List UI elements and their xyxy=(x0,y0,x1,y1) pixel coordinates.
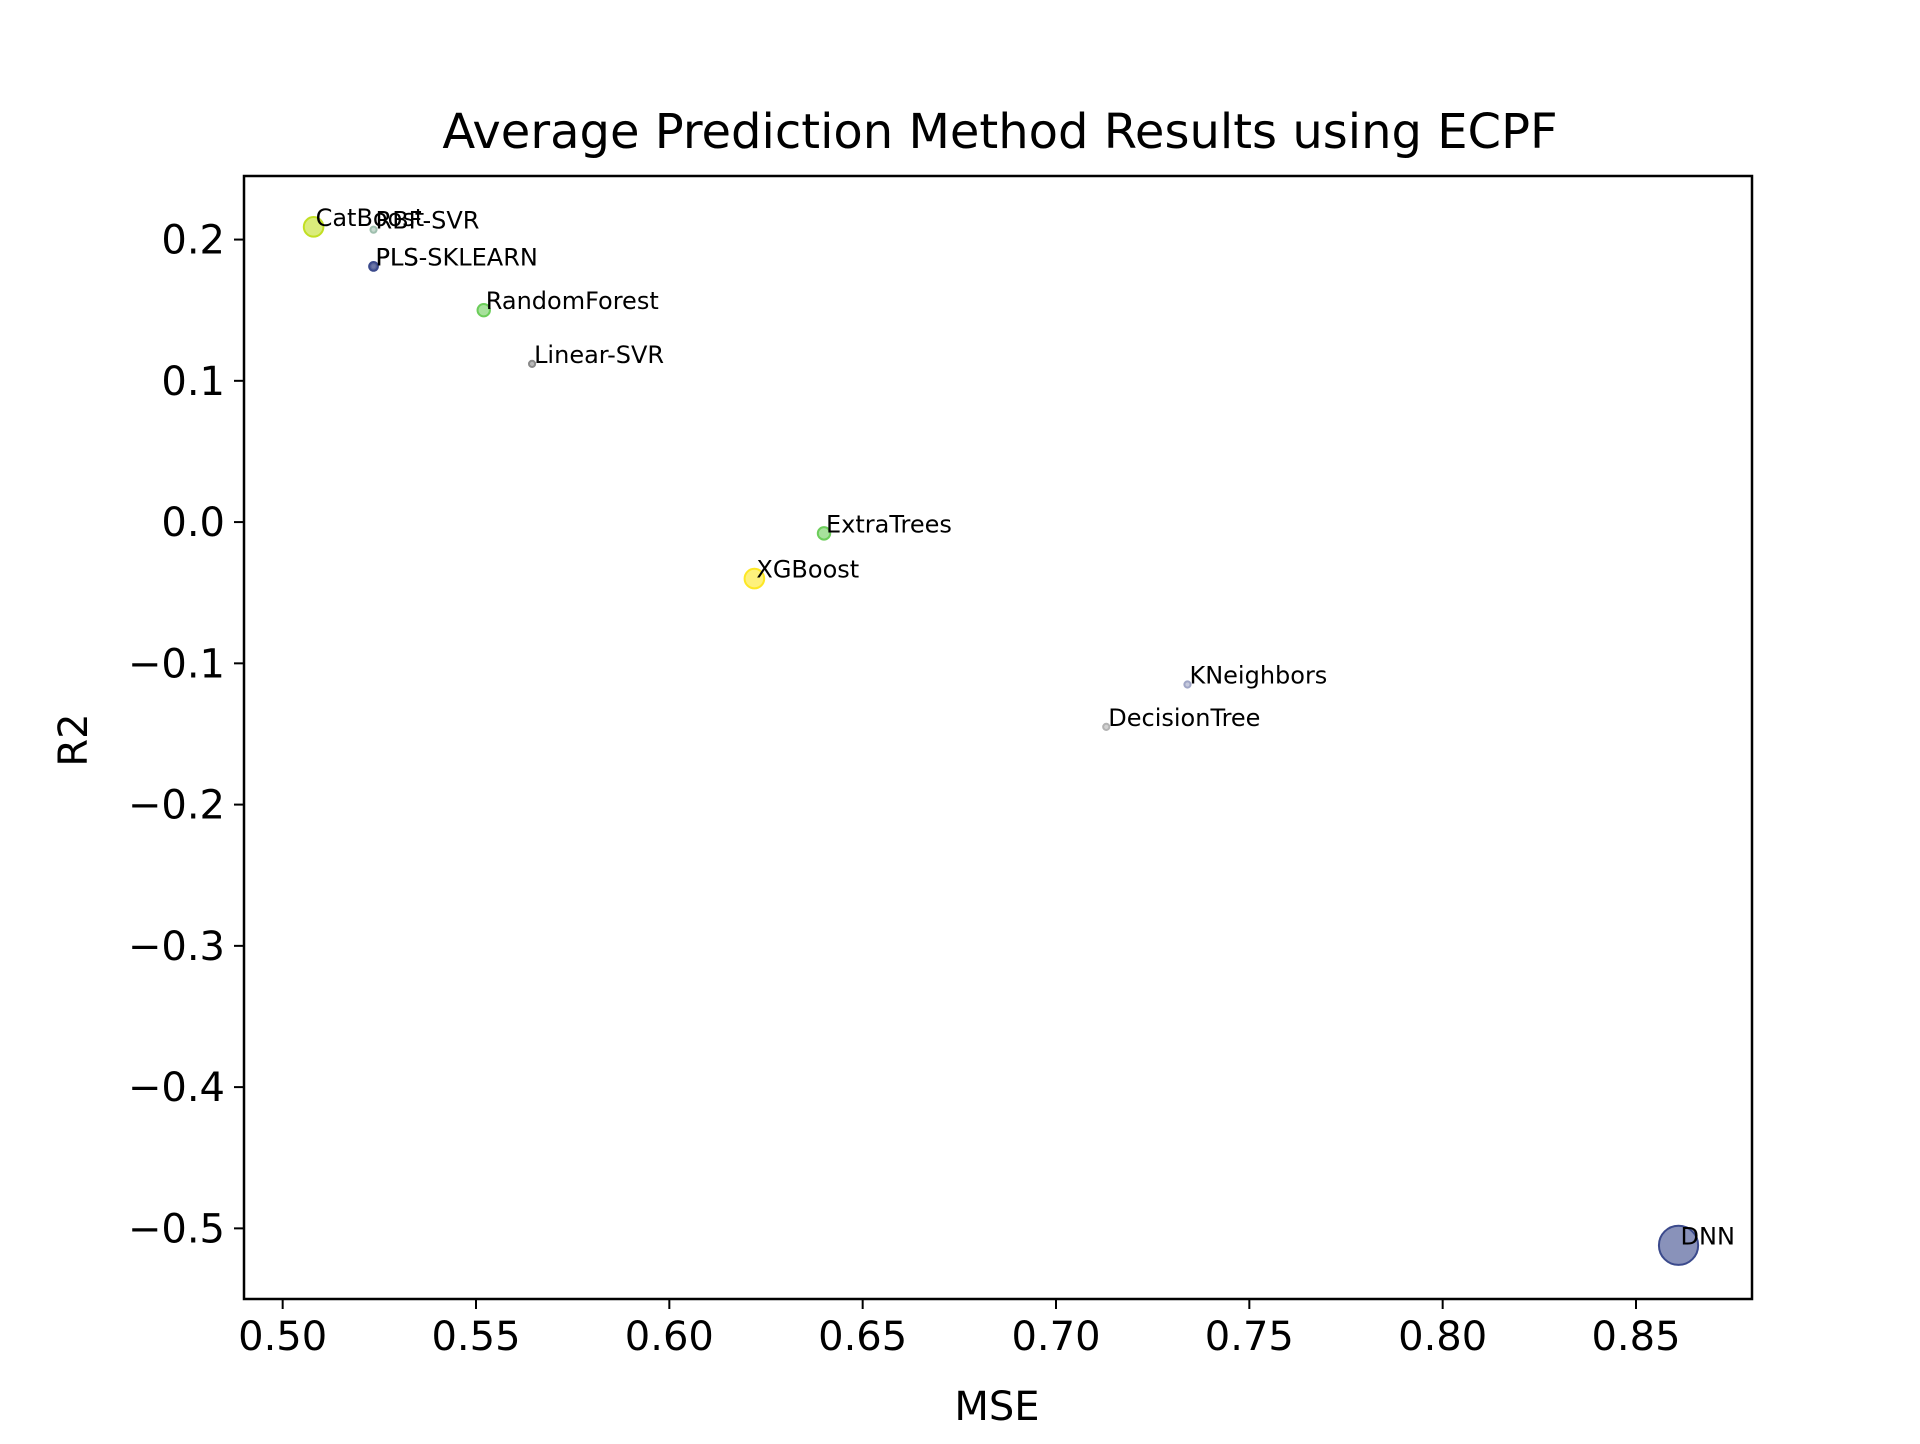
data-point xyxy=(369,225,378,234)
y-tick-label: 0.2 xyxy=(161,218,225,264)
data-point-label: RBF-SVR xyxy=(376,207,480,235)
y-tick-label: −0.1 xyxy=(128,641,225,687)
data-point-label: CatBoost xyxy=(316,204,425,232)
x-axis-ticks: 0.50 0.55 0.60 0.65 0.70 0.75 0.80 0.85 xyxy=(238,1299,1681,1360)
data-point xyxy=(1102,722,1111,732)
data-point-label: XGBoost xyxy=(756,556,859,584)
x-axis-label: MSE xyxy=(954,1384,1039,1430)
data-point xyxy=(476,302,491,318)
data-point-label: PLS xyxy=(376,243,419,271)
y-axis-label: R2 xyxy=(51,713,97,766)
y-tick-label: −0.2 xyxy=(128,783,225,829)
x-tick-label: 0.55 xyxy=(431,1314,520,1360)
data-point xyxy=(743,567,766,590)
y-tick-label: −0.3 xyxy=(128,924,225,970)
data-point-label: DecisionTree xyxy=(1108,704,1260,732)
x-tick-label: 0.75 xyxy=(1205,1314,1294,1360)
x-tick-label: 0.85 xyxy=(1591,1314,1680,1360)
data-point xyxy=(302,216,325,238)
data-point-label: KNeighbors xyxy=(1189,662,1327,690)
y-tick-label: −0.4 xyxy=(128,1065,225,1111)
chart-title: Average Prediction Method Results using … xyxy=(442,104,1557,160)
data-point-label: DNN xyxy=(1681,1222,1735,1250)
data-point xyxy=(1183,680,1192,689)
y-tick-label: 0.0 xyxy=(161,500,225,546)
data-point-label: Linear-SVR xyxy=(534,341,664,369)
x-tick-label: 0.50 xyxy=(238,1314,327,1360)
data-point-label: RandomForest xyxy=(486,287,659,315)
y-axis-ticks: 0.2 0.1 0.0 −0.1 −0.2 −0.3 −0.4 −0.5 xyxy=(128,218,244,1252)
data-point xyxy=(527,359,537,368)
y-tick-label: −0.5 xyxy=(128,1206,225,1252)
x-tick-label: 0.65 xyxy=(818,1314,907,1360)
x-tick-label: 0.70 xyxy=(1011,1314,1100,1360)
data-point-label: PLS-SKLEARN xyxy=(376,243,538,271)
data-point-label: ExtraTrees xyxy=(826,510,952,538)
data-point xyxy=(816,526,832,541)
points-layer xyxy=(302,216,1700,1266)
x-tick-label: 0.60 xyxy=(625,1314,714,1360)
y-tick-label: 0.1 xyxy=(161,359,225,405)
x-tick-label: 0.80 xyxy=(1398,1314,1487,1360)
data-point xyxy=(1657,1224,1700,1266)
data-point xyxy=(368,261,379,272)
plot-area-frame xyxy=(242,174,1754,1301)
